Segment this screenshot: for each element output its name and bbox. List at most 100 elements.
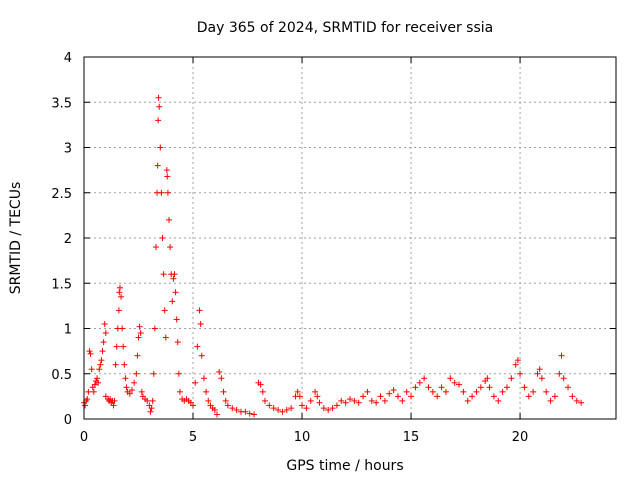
plot-frame	[83, 56, 617, 420]
data-point	[102, 330, 109, 337]
data-point	[220, 388, 227, 395]
data-point	[399, 397, 406, 404]
data-point	[144, 397, 151, 404]
data-point	[229, 405, 236, 412]
data-point	[123, 384, 130, 391]
data-point	[148, 405, 155, 412]
data-point	[134, 352, 141, 359]
data-point	[514, 357, 521, 364]
data-point	[556, 370, 563, 377]
data-point	[381, 397, 388, 404]
data-point	[131, 379, 138, 386]
data-point	[160, 271, 167, 278]
data-point	[196, 307, 203, 314]
data-point	[110, 402, 117, 409]
data-point	[512, 361, 519, 368]
y-axis-label: SRMTID / TECUs	[8, 182, 24, 295]
data-point	[408, 393, 415, 400]
data-point	[84, 396, 91, 403]
data-point	[469, 393, 476, 400]
data-point	[484, 375, 491, 382]
data-point	[560, 375, 567, 382]
data-point	[200, 375, 207, 382]
data-point	[192, 379, 199, 386]
data-point	[85, 388, 92, 395]
data-point	[368, 397, 375, 404]
data-point	[486, 384, 493, 391]
data-point	[377, 393, 384, 400]
data-point	[558, 352, 565, 359]
y-tick-label: 2	[64, 232, 72, 247]
data-point	[137, 330, 144, 337]
data-point	[169, 298, 176, 305]
data-points	[81, 94, 585, 418]
y-tick-label: 1	[64, 323, 72, 338]
data-point	[329, 405, 336, 412]
data-point	[320, 405, 327, 412]
data-point	[194, 343, 201, 350]
data-point	[128, 387, 135, 394]
data-point	[203, 388, 210, 395]
data-point	[99, 348, 106, 355]
y-tick-label: 3.5	[51, 96, 72, 111]
data-point	[573, 397, 580, 404]
data-point	[242, 408, 249, 415]
data-point	[151, 325, 158, 332]
data-point	[438, 384, 445, 391]
data-point	[95, 379, 102, 386]
data-point	[259, 388, 266, 395]
data-point	[456, 381, 463, 388]
data-point	[565, 384, 572, 391]
data-point	[499, 388, 506, 395]
data-point	[155, 117, 162, 124]
data-point	[460, 388, 467, 395]
data-point	[116, 284, 123, 291]
data-point	[325, 406, 332, 413]
data-point	[294, 388, 301, 395]
data-point	[434, 393, 441, 400]
grid	[84, 57, 616, 419]
data-point	[490, 393, 497, 400]
data-point	[307, 397, 314, 404]
data-point	[90, 388, 97, 395]
data-point	[473, 388, 480, 395]
data-point	[288, 405, 295, 412]
data-point	[521, 384, 528, 391]
data-point	[536, 366, 543, 373]
data-point	[157, 144, 164, 151]
data-point	[338, 397, 345, 404]
data-point	[82, 402, 89, 409]
data-point	[316, 399, 323, 406]
data-point	[477, 384, 484, 391]
data-point	[222, 397, 229, 404]
data-point	[163, 167, 170, 174]
data-point	[534, 370, 541, 377]
data-point	[86, 348, 93, 355]
data-point	[88, 366, 95, 373]
data-point	[517, 370, 524, 377]
data-point	[246, 410, 253, 417]
data-point	[283, 406, 290, 413]
data-point	[342, 399, 349, 406]
data-point	[135, 334, 142, 341]
x-tick-label: 5	[189, 430, 197, 445]
y-tick-label: 4	[64, 51, 72, 66]
data-point	[214, 411, 220, 418]
data-point	[101, 320, 108, 327]
data-point	[136, 323, 143, 330]
data-point	[355, 399, 362, 406]
data-point	[390, 387, 397, 394]
data-point	[279, 408, 286, 415]
data-point	[205, 397, 212, 404]
data-point	[296, 393, 303, 400]
data-point	[156, 103, 163, 110]
data-point	[266, 402, 273, 409]
data-point	[161, 307, 168, 314]
data-point	[190, 402, 197, 409]
data-point	[138, 388, 145, 395]
data-point	[525, 393, 532, 400]
data-point	[159, 235, 166, 241]
data-point	[172, 289, 179, 296]
data-point	[87, 350, 94, 357]
